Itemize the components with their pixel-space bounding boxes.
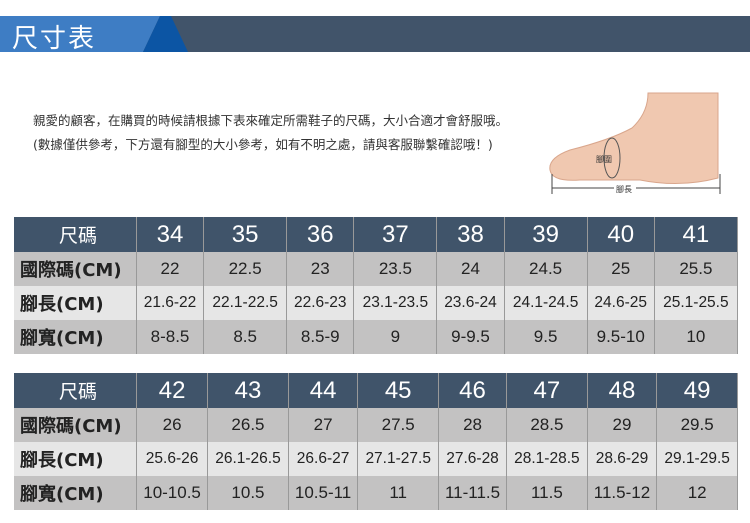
foot-width-cell: 9-9.5 <box>436 320 505 354</box>
intl-size-cell: 24 <box>436 252 505 286</box>
foot-length-label: 腳長(CM) <box>14 442 137 476</box>
title-accent <box>0 16 160 52</box>
intl-size-cell: 29.5 <box>656 408 738 442</box>
size-table-2: 尺碼 42 43 44 45 46 47 48 49 國際碼(CM) 26 26.5 27 27.5 28 2… <box>14 373 738 510</box>
foot-length-cell: 24.6-25 <box>587 286 655 320</box>
foot-length-cell: 24.1-24.5 <box>504 286 588 320</box>
foot-width-cell: 8.5-9 <box>286 320 355 354</box>
size-cell: 38 <box>436 217 505 252</box>
size-cell: 40 <box>587 217 655 252</box>
intl-size-row: 國際碼(CM) 26 26.5 27 27.5 28 28.5 29 29.5 <box>14 408 738 442</box>
foot-length-cell: 26.1-26.5 <box>207 442 289 476</box>
foot-length-label: 腳長(CM) <box>14 286 137 320</box>
size-cell: 49 <box>656 373 738 408</box>
foot-length-cell: 25.1-25.5 <box>654 286 739 320</box>
intl-size-cell: 22.5 <box>203 252 288 286</box>
size-cell: 47 <box>506 373 588 408</box>
foot-width-cell: 10.5 <box>207 476 289 510</box>
title-bar: 尺寸表 <box>0 16 750 54</box>
foot-length-cell: 26.6-27 <box>288 442 359 476</box>
foot-length-row: 腳長(CM) 25.6-26 26.1-26.5 26.6-27 27.1-27.5 27… <box>14 442 738 476</box>
foot-width-cell: 11.5 <box>506 476 588 510</box>
intl-size-cell: 28 <box>438 408 508 442</box>
foot-width-cell: 11 <box>357 476 439 510</box>
foot-width-cell: 9.5 <box>504 320 588 354</box>
intro-text: 親愛的顧客，在購買的時候請根據下表來確定所需鞋子的尺碼，大小合適才會舒服哦。 (… <box>33 113 509 152</box>
intl-size-cell: 29 <box>587 408 658 442</box>
foot-width-label: 腳寬(CM) <box>14 476 137 510</box>
intl-size-cell: 25.5 <box>654 252 739 286</box>
size-cell: 45 <box>357 373 439 408</box>
intl-size-cell: 26 <box>136 408 209 442</box>
intl-size-cell: 23.5 <box>353 252 438 286</box>
foot-length-cell: 25.6-26 <box>136 442 209 476</box>
foot-length-cell: 23.1-23.5 <box>353 286 438 320</box>
intl-size-label: 國際碼(CM) <box>14 252 137 286</box>
size-table-1: 尺碼 34 35 36 37 38 39 40 41 國際碼(CM) 22 22.5 23 23.5 24 2… <box>14 217 739 354</box>
foot-width-cell: 11.5-12 <box>587 476 658 510</box>
size-cell: 37 <box>353 217 438 252</box>
intl-size-cell: 27 <box>288 408 359 442</box>
size-row: 尺碼 42 43 44 45 46 47 48 49 <box>14 373 738 408</box>
size-cell: 36 <box>286 217 355 252</box>
size-label: 尺碼 <box>14 217 137 252</box>
size-cell: 35 <box>203 217 288 252</box>
intl-size-cell: 27.5 <box>357 408 439 442</box>
foot-length-label: 腳長 <box>616 184 632 194</box>
intl-size-cell: 26.5 <box>207 408 289 442</box>
foot-length-cell: 22.1-22.5 <box>203 286 288 320</box>
size-cell: 41 <box>654 217 739 252</box>
foot-length-row: 腳長(CM) 21.6-22 22.1-22.5 22.6-23 23.1-23.5 23… <box>14 286 739 320</box>
size-cell: 48 <box>587 373 658 408</box>
intl-size-row: 國際碼(CM) 22 22.5 23 23.5 24 24.5 25 25.5 <box>14 252 739 286</box>
foot-width-cell: 8-8.5 <box>136 320 205 354</box>
intl-size-cell: 23 <box>286 252 355 286</box>
size-cell: 42 <box>136 373 209 408</box>
foot-width-cell: 9.5-10 <box>587 320 655 354</box>
intl-size-label: 國際碼(CM) <box>14 408 137 442</box>
foot-length-cell: 21.6-22 <box>136 286 205 320</box>
foot-width-cell: 10-10.5 <box>136 476 209 510</box>
foot-width-label: 腳寬(CM) <box>14 320 137 354</box>
intl-size-cell: 24.5 <box>504 252 588 286</box>
size-cell: 43 <box>207 373 289 408</box>
intl-size-cell: 22 <box>136 252 205 286</box>
foot-width-cell: 9 <box>353 320 438 354</box>
foot-measure-illustration: 腳長 腳圍 <box>549 92 721 194</box>
foot-width-row: 腳寬(CM) 8-8.5 8.5 8.5-9 9 9-9.5 9.5 9.5-10 10 <box>14 320 739 354</box>
foot-width-cell: 10.5-11 <box>288 476 359 510</box>
foot-width-row: 腳寬(CM) 10-10.5 10.5 10.5-11 11 11-11.5 11.5 11.… <box>14 476 738 510</box>
foot-length-cell: 28.6-29 <box>587 442 658 476</box>
foot-width-cell: 8.5 <box>203 320 288 354</box>
intl-size-cell: 25 <box>587 252 655 286</box>
foot-length-cell: 22.6-23 <box>286 286 355 320</box>
foot-length-cell: 29.1-29.5 <box>656 442 738 476</box>
size-cell: 44 <box>288 373 359 408</box>
size-cell: 46 <box>438 373 508 408</box>
foot-width-cell: 12 <box>656 476 738 510</box>
foot-width-cell: 10 <box>654 320 739 354</box>
size-cell: 39 <box>504 217 588 252</box>
foot-length-cell: 23.6-24 <box>436 286 505 320</box>
foot-girth-label: 腳圍 <box>596 154 612 164</box>
foot-length-cell: 28.1-28.5 <box>506 442 588 476</box>
size-label: 尺碼 <box>14 373 137 408</box>
size-row: 尺碼 34 35 36 37 38 39 40 41 <box>14 217 739 252</box>
foot-width-cell: 11-11.5 <box>438 476 508 510</box>
foot-length-cell: 27.1-27.5 <box>357 442 439 476</box>
page-title: 尺寸表 <box>12 24 97 54</box>
intl-size-cell: 28.5 <box>506 408 588 442</box>
size-cell: 34 <box>136 217 205 252</box>
foot-length-cell: 27.6-28 <box>438 442 508 476</box>
